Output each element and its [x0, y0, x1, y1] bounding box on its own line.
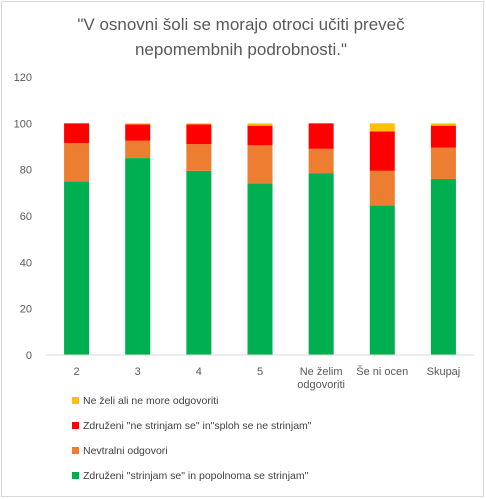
- bar-segment: [247, 123, 273, 126]
- x-tick-label: Ne želim: [300, 366, 343, 378]
- bar-segment: [247, 145, 273, 184]
- x-tick-label: odgovoriti: [297, 379, 345, 391]
- bar-stack: [430, 123, 456, 355]
- x-tick-label: Še ni ocen: [356, 365, 408, 378]
- bar-segment: [186, 123, 212, 125]
- legend-swatch: [72, 447, 79, 454]
- bar-stack: [308, 123, 334, 355]
- bar-stack: [186, 123, 212, 355]
- y-tick-label: 40: [20, 257, 32, 269]
- bar-stack: [64, 123, 90, 355]
- bar-segment: [125, 140, 151, 159]
- bar-segment: [430, 123, 456, 126]
- legend-swatch: [72, 472, 79, 479]
- legend-label: Združeni "strinjam se" in popolnoma se s…: [83, 470, 309, 482]
- bars: [64, 123, 456, 355]
- x-tick-label: 4: [196, 366, 202, 378]
- bar-stack: [125, 123, 151, 355]
- y-tick-label: 20: [20, 304, 32, 316]
- x-tick-label: 2: [74, 366, 80, 378]
- y-tick-label: 100: [14, 118, 32, 130]
- bar-segment: [369, 131, 395, 171]
- bar-segment: [430, 125, 456, 148]
- bar-segment: [247, 183, 273, 355]
- legend-swatch: [72, 422, 79, 429]
- legend-item: Ne želi ali ne more odgovoriti: [72, 395, 218, 407]
- y-tick-label: 80: [20, 165, 32, 177]
- bar-segment: [186, 144, 212, 171]
- bar-segment: [186, 124, 212, 145]
- bar-segment: [430, 178, 456, 355]
- bar-segment: [369, 123, 395, 132]
- chart-title-line-2: nepomembnih podrobnosti.": [135, 40, 347, 59]
- bar-segment: [125, 158, 151, 355]
- bar-stack: [247, 123, 273, 355]
- legend-label: Združeni "ne strinjam se" in"sploh se ne…: [83, 420, 312, 432]
- bar-segment: [308, 123, 334, 149]
- x-tick-label: 3: [135, 366, 141, 378]
- chart-title: "V osnovni šoli se morajo otroci učiti p…: [77, 15, 405, 59]
- y-axis: 0 20 40 60 80 100 120: [14, 72, 32, 362]
- y-tick-label: 120: [14, 72, 32, 84]
- bar-segment: [369, 205, 395, 355]
- bar-segment: [247, 125, 273, 146]
- bar-segment: [369, 170, 395, 206]
- chart-title-line-1: "V osnovni šoli se morajo otroci učiti p…: [77, 15, 405, 34]
- y-tick-label: 0: [26, 350, 32, 362]
- legend-item: Združeni "strinjam se" in popolnoma se s…: [72, 470, 309, 482]
- legend-label: Ne želi ali ne more odgovoriti: [83, 395, 218, 407]
- x-tick-label: 5: [257, 366, 263, 378]
- y-tick-label: 60: [20, 211, 32, 223]
- legend-item: Združeni "ne strinjam se" in"sploh se ne…: [72, 420, 312, 432]
- bar-segment: [64, 123, 90, 144]
- legend-item: Nevtralni odgovori: [72, 445, 168, 457]
- bar-segment: [308, 173, 334, 355]
- legend: Ne želi ali ne more odgovoriti Združeni "…: [72, 395, 312, 482]
- bar-segment: [64, 143, 90, 182]
- bar-segment: [430, 147, 456, 179]
- bar-segment: [308, 148, 334, 174]
- bar-segment: [125, 124, 151, 141]
- legend-label: Nevtralni odgovori: [83, 445, 168, 457]
- bar-segment: [186, 170, 212, 355]
- legend-swatch: [72, 397, 79, 404]
- bar-segment: [64, 181, 90, 355]
- bar-stack: [369, 123, 395, 355]
- x-tick-label: Skupaj: [427, 366, 461, 378]
- bar-segment: [125, 123, 151, 125]
